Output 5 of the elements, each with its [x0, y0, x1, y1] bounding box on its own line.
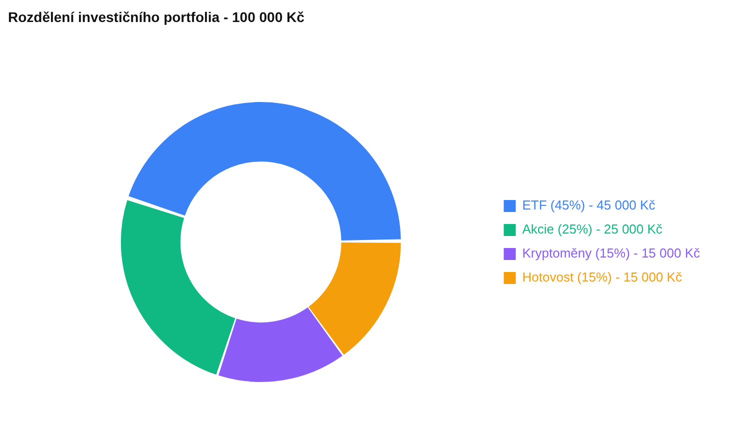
legend-label: ETF (45%) - 45 000 Kč	[522, 198, 656, 213]
legend-label: Kryptoměny (15%) - 15 000 Kč	[522, 246, 700, 261]
legend-label: Akcie (25%) - 25 000 Kč	[522, 222, 663, 237]
chart-title: Rozdělení investičního portfolia - 100 000 Kč	[8, 9, 304, 25]
legend-label: Hotovost (15%) - 15 000 Kč	[522, 270, 682, 285]
